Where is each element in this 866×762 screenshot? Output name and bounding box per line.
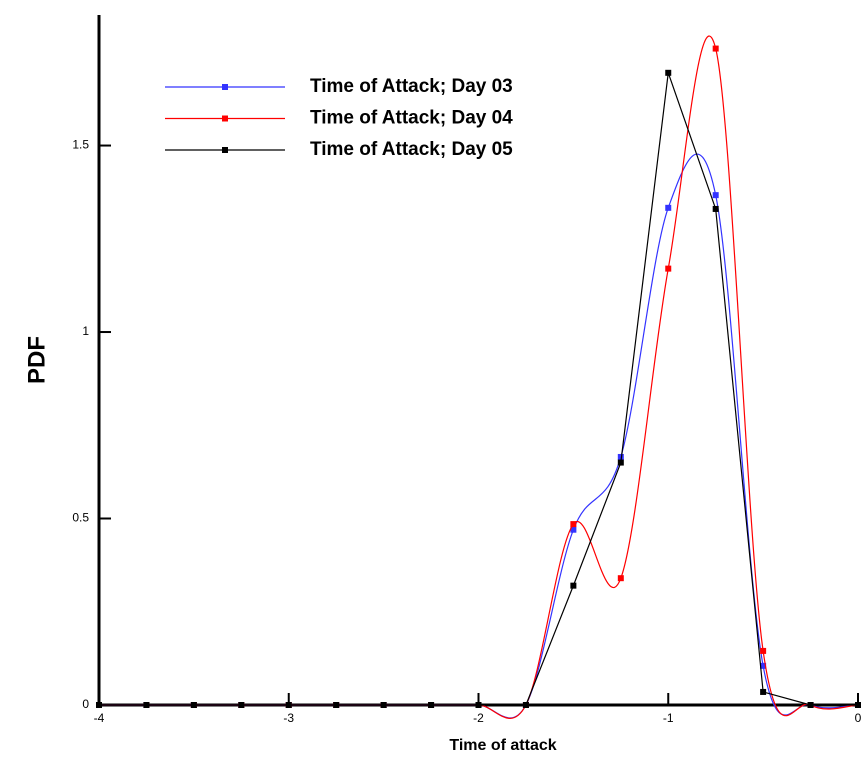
legend-label: Time of Attack; Day 05 — [310, 139, 513, 160]
data-point — [617, 459, 624, 466]
data-point — [760, 688, 767, 695]
data-point — [712, 192, 719, 199]
data-point — [570, 526, 577, 533]
legend-marker — [222, 84, 228, 90]
x-tick-label: -2 — [473, 711, 484, 725]
x-tick-label: -1 — [663, 711, 674, 725]
data-point — [807, 702, 814, 708]
y-axis-label: PDF — [23, 336, 50, 384]
y-tick-label: 1 — [82, 324, 89, 338]
data-point — [665, 265, 672, 272]
data-point — [428, 702, 435, 708]
series-line — [99, 153, 859, 719]
x-tick-label: 0 — [855, 711, 862, 725]
legend-marker — [222, 115, 228, 122]
data-point — [665, 69, 672, 76]
y-tick-label: 0.5 — [72, 511, 89, 525]
series-line — [99, 72, 858, 706]
x-tick-label: -4 — [94, 711, 105, 725]
legend-marker — [222, 147, 228, 153]
data-point — [712, 205, 719, 212]
data-point — [760, 662, 767, 669]
x-tick-label: -3 — [283, 711, 294, 725]
data-point — [333, 702, 340, 708]
y-tick-label: 0 — [82, 697, 89, 711]
legend-label: Time of Attack; Day 03 — [310, 76, 513, 97]
y-tick-label: 1.5 — [72, 138, 89, 152]
data-point — [617, 453, 624, 460]
data-point — [570, 582, 577, 589]
data-point — [238, 702, 245, 708]
data-point — [96, 702, 102, 708]
data-point — [522, 702, 529, 708]
data-point — [143, 702, 150, 708]
data-point — [570, 521, 577, 528]
data-point — [712, 45, 719, 52]
data-point — [617, 575, 624, 582]
x-axis-label: Time of attack — [449, 737, 556, 754]
data-point — [760, 647, 767, 654]
data-point — [190, 702, 197, 708]
data-point — [855, 702, 861, 708]
data-point — [665, 204, 672, 211]
legend-label: Time of Attack; Day 04 — [310, 108, 513, 129]
data-point — [380, 702, 387, 708]
data-point — [285, 702, 292, 708]
data-point — [475, 702, 482, 708]
